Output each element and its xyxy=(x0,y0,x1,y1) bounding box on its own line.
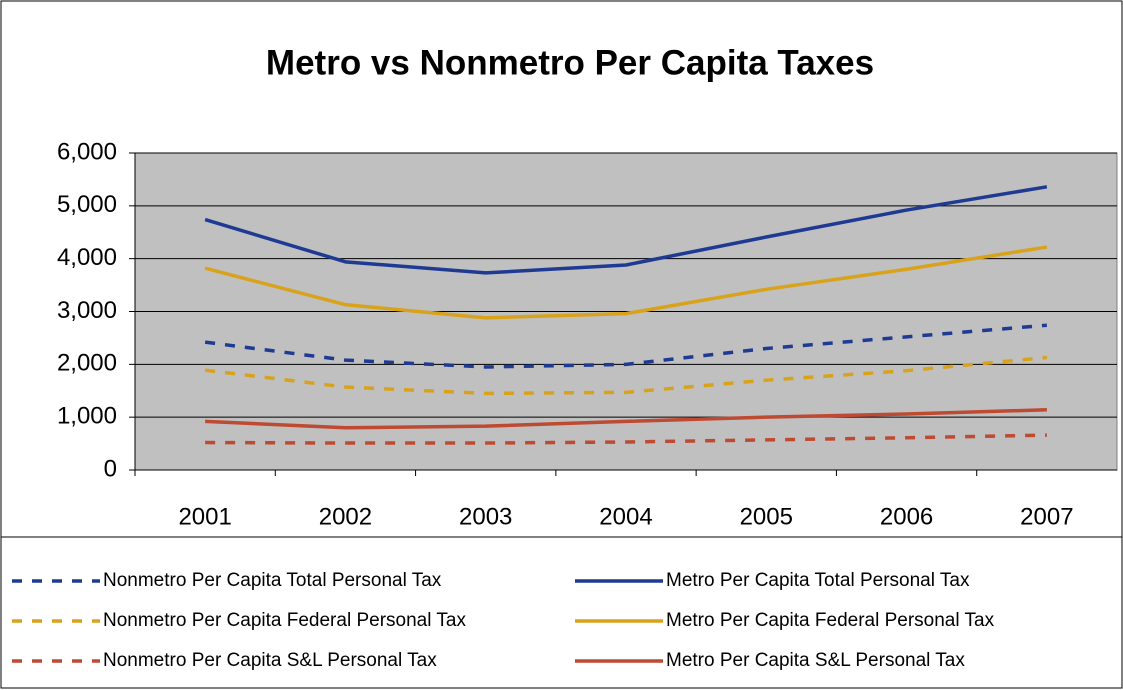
series-line xyxy=(205,433,1047,445)
y-tick-label: 5,000 xyxy=(57,191,117,218)
y-tick-label: 4,000 xyxy=(57,244,117,271)
x-tick-label: 2006 xyxy=(880,503,933,530)
legend-label: Metro Per Capita S&L Personal Tax xyxy=(666,650,965,671)
series-line xyxy=(204,323,1048,369)
series-line xyxy=(204,245,1048,320)
legend-label: Metro Per Capita Total Personal Tax xyxy=(666,570,970,591)
legend-label: Metro Per Capita Federal Personal Tax xyxy=(666,610,995,631)
series-line xyxy=(204,355,1048,396)
x-tick-label: 2005 xyxy=(740,503,793,530)
series-line xyxy=(205,408,1047,430)
series-line xyxy=(204,185,1048,275)
legend-label: Nonmetro Per Capita Total Personal Tax xyxy=(103,570,442,591)
y-tick-label: 1,000 xyxy=(57,403,117,430)
y-tick-label: 6,000 xyxy=(57,138,117,165)
x-tick-label: 2003 xyxy=(459,503,512,530)
y-tick-label: 0 xyxy=(104,455,117,482)
chart-title: Metro vs Nonmetro Per Capita Taxes xyxy=(266,43,874,82)
y-tick-label: 3,000 xyxy=(57,297,117,324)
x-tick-label: 2004 xyxy=(599,503,652,530)
x-tick-label: 2002 xyxy=(319,503,372,530)
x-tick-label: 2007 xyxy=(1020,503,1073,530)
legend-label: Nonmetro Per Capita S&L Personal Tax xyxy=(103,650,437,671)
x-tick-label: 2001 xyxy=(178,503,231,530)
legend-label: Nonmetro Per Capita Federal Personal Tax xyxy=(103,610,466,631)
y-tick-label: 2,000 xyxy=(57,350,117,377)
